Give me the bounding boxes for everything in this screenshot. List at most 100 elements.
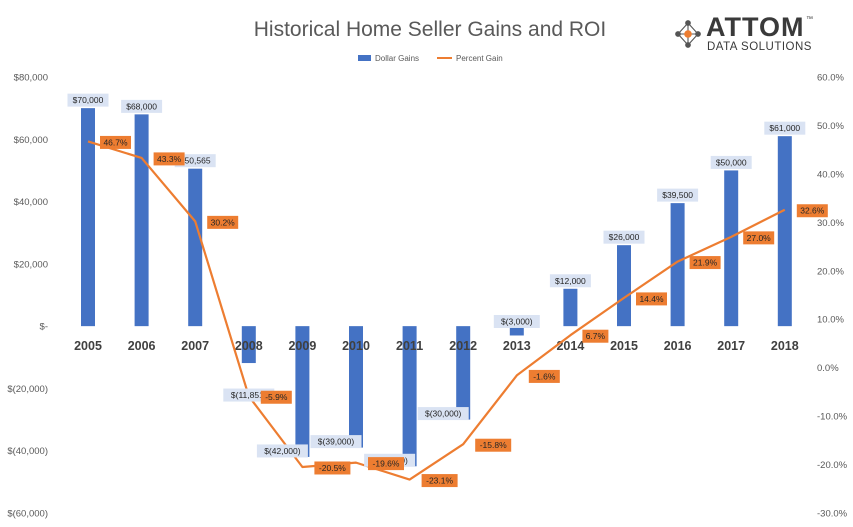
left-axis-tick-label: $20,000 — [14, 259, 48, 270]
chart-title: Historical Home Seller Gains and ROI — [254, 18, 606, 41]
category-label-2011: 2011 — [396, 339, 423, 353]
left-axis-tick-label: $(20,000) — [7, 384, 48, 395]
percent-data-label-2007: 30.2% — [207, 215, 239, 229]
category-label-2008: 2008 — [235, 339, 263, 353]
right-axis-tick-label: 60.0% — [817, 73, 844, 84]
legend-label-percent-gain: Percent Gain — [456, 54, 503, 63]
percent-data-label-text: -19.6% — [373, 459, 400, 469]
percent-data-label-bg — [368, 457, 404, 471]
percent-data-label-2006: 43.3% — [153, 152, 185, 166]
category-label-2014: 2014 — [556, 339, 584, 353]
percent-data-label-2018: 32.6% — [796, 204, 828, 218]
percent-data-label-bg — [796, 204, 828, 218]
percent-data-label-bg — [207, 215, 239, 229]
bar-data-label-2006: $68,000 — [121, 99, 163, 113]
bar-data-label-2015: $26,000 — [603, 230, 645, 244]
bar-data-label-2017: $50,000 — [710, 155, 752, 169]
logo-tagline: DATA SOLUTIONS — [707, 41, 812, 53]
percent-data-label-text: 21.9% — [693, 258, 718, 268]
left-axis-tick-label: $40,000 — [14, 197, 48, 208]
bar-data-label-text: $(11,851) — [231, 390, 267, 400]
category-label-2017: 2017 — [717, 339, 745, 353]
bar-2011 — [402, 326, 417, 467]
bar-data-label-bg — [67, 93, 109, 107]
bar-data-label-bg — [493, 314, 540, 328]
percent-data-label-text: -5.9% — [265, 392, 288, 402]
percent-data-label-text: 43.3% — [157, 154, 182, 164]
right-axis-tick-label: -30.0% — [817, 509, 848, 520]
percent-data-label-text: 46.7% — [103, 137, 128, 147]
bar-data-label-text: $39,500 — [662, 190, 693, 200]
percent-gain-line — [87, 140, 786, 481]
legend-swatch-dollar-gains — [358, 55, 371, 61]
category-labels: 2005 2006 2007 2008 2009 2010 2011 2012 2013 2014… — [74, 339, 799, 353]
legend-label-dollar-gains: Dollar Gains — [375, 54, 419, 63]
percent-data-label-2013: -1.6% — [528, 369, 560, 383]
category-label-2010: 2010 — [342, 339, 370, 353]
percent-data-label-bg — [689, 256, 721, 270]
bar-2009 — [295, 326, 310, 457]
category-label-2005: 2005 — [74, 339, 102, 353]
bar-data-label-2010: $(39,000) — [310, 435, 362, 449]
percent-data-label-text: 14.4% — [639, 294, 664, 304]
bar-data-label-text: $70,000 — [73, 95, 104, 105]
percent-data-label-2016: 21.9% — [689, 256, 721, 270]
percent-data-label-text: -23.1% — [426, 476, 453, 486]
atom-network-icon — [675, 20, 701, 48]
bar-data-label-2014: $12,000 — [549, 274, 591, 288]
left-axis-tick-label: $(40,000) — [7, 446, 48, 457]
bar-data-label-bg — [310, 435, 362, 449]
bar-data-label-2012: $(30,000) — [417, 407, 469, 421]
left-axis: $80,000 $60,000 $40,000 $20,000 $- $(20,000) $… — [7, 73, 48, 520]
category-label-2009: 2009 — [288, 339, 316, 353]
percent-data-label-2010: -19.6% — [368, 457, 404, 471]
bar-data-label-bg — [710, 155, 752, 169]
attom-logo: ATTOM ™ DATA SOLUTIONS — [675, 12, 813, 53]
bar-data-label-text: $(42,000) — [264, 446, 301, 456]
percent-data-label-text: -15.8% — [480, 440, 507, 450]
percent-data-label-text: 32.6% — [800, 206, 825, 216]
bar-data-label-bg — [121, 99, 163, 113]
percent-data-label-bg — [636, 292, 667, 306]
bar-data-label-bg — [417, 407, 469, 421]
category-label-2012: 2012 — [449, 339, 477, 353]
bar-data-label-2013: $(3,000) — [493, 314, 540, 328]
percent-data-labels: 46.7% 43.3% 30.2% -5.9% -20.5% -19.6% -23.1% -1… — [100, 135, 828, 488]
percent-data-label-2008: -5.9% — [260, 390, 292, 404]
bar-2007 — [188, 168, 203, 327]
percent-data-label-bg — [314, 461, 351, 475]
percent-data-label-bg — [743, 231, 775, 245]
percent-data-label-bg — [153, 152, 185, 166]
bar-data-label-2018: $61,000 — [764, 121, 806, 135]
right-axis: 60.0% 50.0% 40.0% 30.0% 20.0% 10.0% 0.0% -10.0%… — [817, 73, 848, 520]
bar-2005 — [81, 108, 95, 327]
percent-line-layer — [87, 140, 786, 481]
legend: Dollar Gains Percent Gain — [358, 54, 503, 63]
bar-data-label-text: $(3,000) — [501, 316, 533, 326]
bar-data-label-text: $12,000 — [555, 276, 586, 286]
percent-data-label-text: 6.7% — [586, 331, 606, 341]
category-label-2018: 2018 — [771, 339, 799, 353]
bar-2014 — [563, 288, 578, 327]
bar-data-label-bg — [174, 154, 216, 168]
bar-data-label-bg — [764, 121, 806, 135]
bar-data-label-text: $50,000 — [716, 157, 747, 167]
right-axis-tick-label: 0.0% — [817, 363, 839, 374]
bar-data-label-text: $50,565 — [180, 156, 211, 166]
bar-data-label-bg — [657, 188, 699, 202]
category-label-2013: 2013 — [503, 339, 531, 353]
bar-2012 — [456, 326, 471, 420]
left-axis-tick-label: $80,000 — [14, 73, 48, 84]
bar-data-label-2016: $39,500 — [657, 188, 699, 202]
percent-data-label-bg — [582, 329, 609, 343]
percent-data-label-2011: -23.1% — [421, 474, 458, 488]
category-label-2015: 2015 — [610, 339, 638, 353]
bar-data-label-text: $68,000 — [126, 101, 157, 111]
percent-data-label-2015: 14.4% — [636, 292, 667, 306]
percent-data-label-text: 27.0% — [747, 233, 772, 243]
right-axis-tick-label: 20.0% — [817, 266, 844, 277]
percent-data-label-text: 30.2% — [211, 217, 236, 227]
percent-data-label-2017: 27.0% — [743, 231, 775, 245]
category-label-2016: 2016 — [664, 339, 692, 353]
